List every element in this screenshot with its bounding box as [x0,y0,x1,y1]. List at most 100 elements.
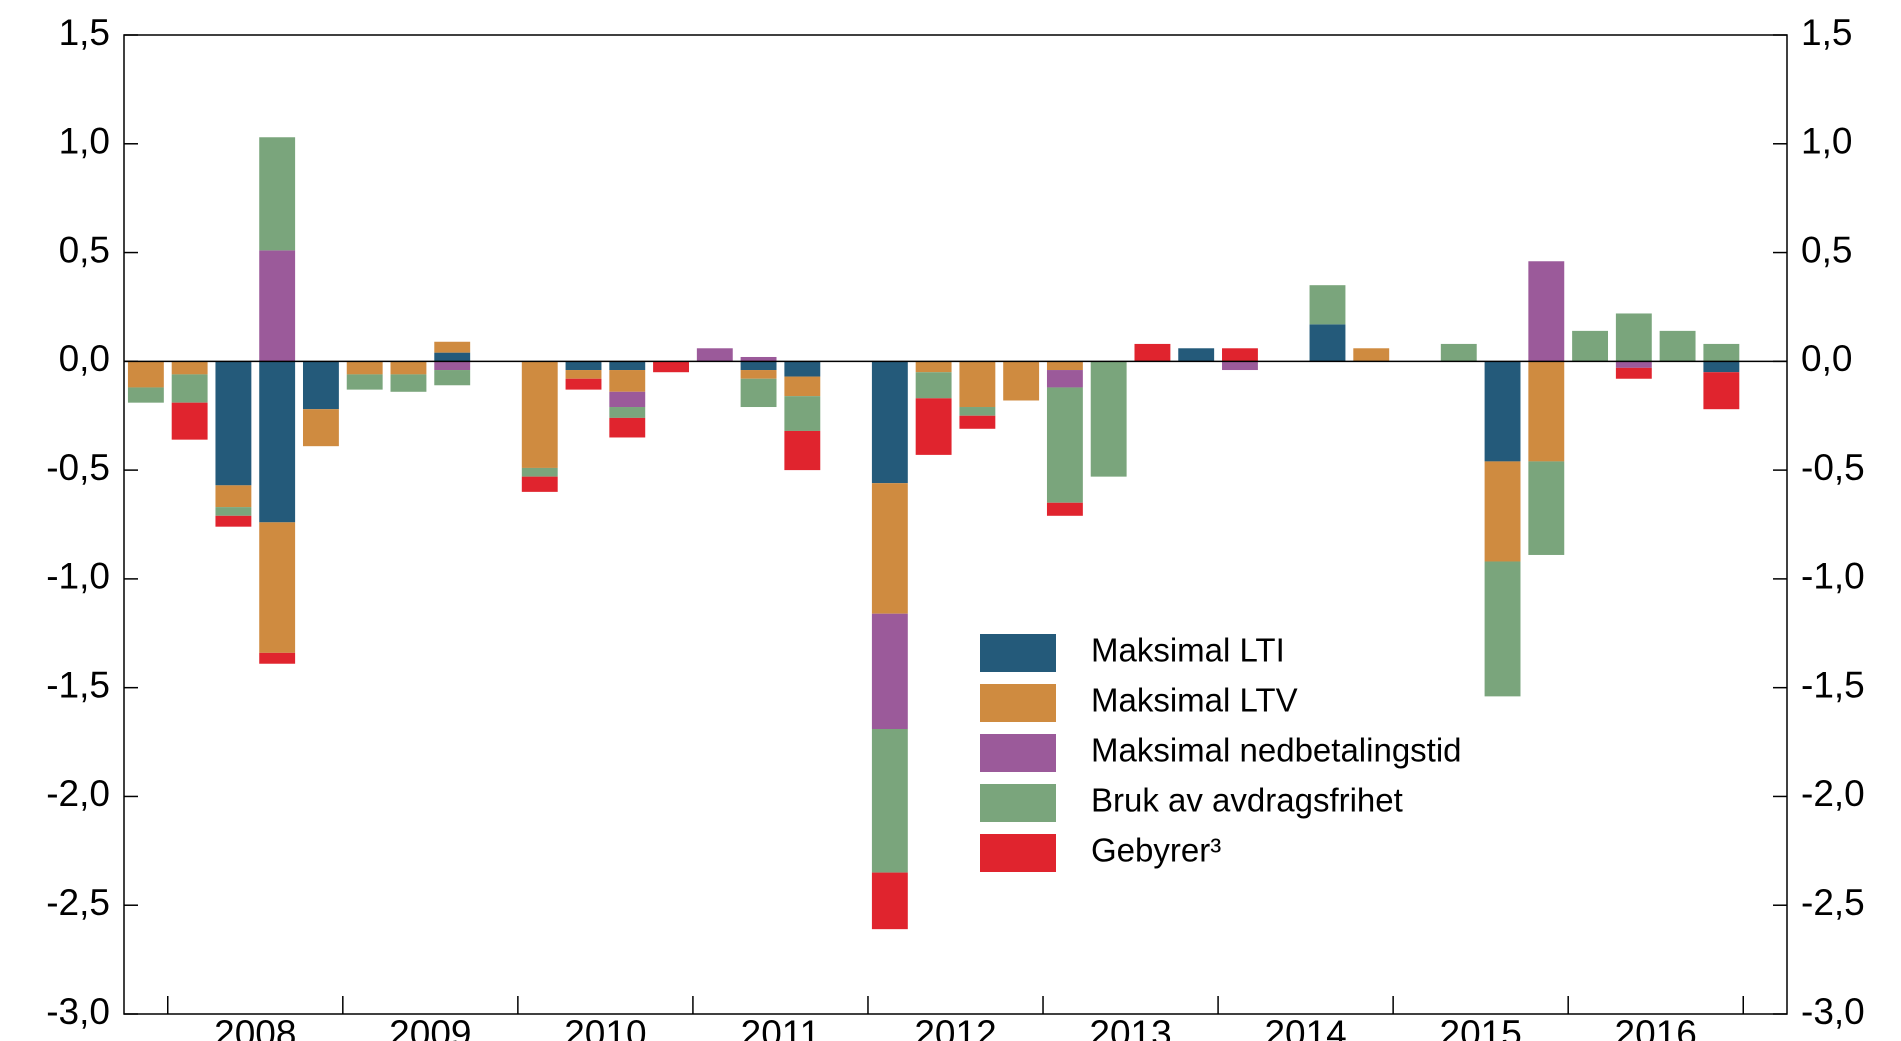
bar-segment [1046,387,1083,503]
x-tick-label: 2008 [214,1013,296,1041]
bar-segment [871,613,908,730]
bar-segment [171,374,208,403]
y-tick-label: 1,0 [59,121,110,162]
bar-segment [784,361,821,377]
bar-segment [1484,561,1521,697]
bar-segment [521,476,558,492]
bar-segment [434,370,471,386]
bar-segment [871,361,908,484]
y-tick-label: -2,0 [46,773,110,814]
bar-segment [915,361,952,373]
y-tick-label: -1,0 [46,556,110,597]
bar-segment [127,387,164,403]
x-tick-label: 2013 [1089,1013,1171,1041]
bar-segment [1659,330,1696,362]
y2-tick-label: 0,0 [1801,338,1852,379]
y-tick-label: -3,0 [46,991,110,1032]
legend-swatch [980,684,1056,722]
bar-segment [565,378,602,390]
bar-segment [302,409,339,447]
bar-segment [259,522,296,653]
bar-segment [1440,343,1477,362]
bar-segment [346,361,383,375]
bar-segment [434,361,471,371]
bar-segment [1353,348,1390,362]
bar-segment [784,396,821,431]
bar-segment [1615,313,1652,362]
y2-tick-label: 0,5 [1801,229,1852,270]
bar-segment [259,361,296,523]
bar-segment [871,872,908,930]
bar-segment [959,407,996,416]
y-tick-label: -2,5 [46,882,110,923]
bar-segment [609,407,646,418]
bar-segment [740,356,777,362]
bar-segment [1528,261,1565,362]
bar-segment [346,374,383,390]
legend-label: Bruk av avdragsfrihet [1091,782,1403,819]
bar-segment [521,361,558,468]
bar-segment [434,352,471,362]
bar-segment [959,361,996,408]
bar-segment [915,372,952,399]
legend-label: Maksimal nedbetalingstid [1091,732,1462,769]
bar-segment [609,417,646,438]
bar-segment [1046,370,1083,388]
bar-segment [871,483,908,614]
bar-segment [1222,361,1258,371]
bar-segment [653,361,689,373]
bar-segment [609,361,646,371]
y-tick-label: 0,0 [59,338,110,379]
y2-tick-label: -0,5 [1801,447,1865,488]
bar-segment [871,729,908,873]
bar-segment [1703,343,1740,362]
bar-segment [1528,461,1565,555]
bar-segment [784,376,821,397]
legend: Maksimal LTI Maksimal LTV Maksimal nedbeta… [980,632,1462,872]
y2-tick-label: -2,0 [1801,773,1865,814]
y2-tick-label: -1,0 [1801,556,1865,597]
x-tick-label: 2011 [741,1013,821,1041]
bar-segment [1484,361,1521,462]
bar-segment [259,250,296,362]
bar-segment [1090,361,1127,477]
legend-swatch [980,734,1056,772]
bar-segment [1615,367,1652,379]
bar-segment [1178,348,1215,362]
bar-segment [259,652,296,664]
y2-tick-label: -3,0 [1801,991,1865,1032]
legend-label: Maksimal LTV [1091,682,1298,719]
bar-segment [915,398,952,455]
legend-swatch [980,784,1056,822]
x-tick-label: 2012 [914,1013,996,1041]
bar-segment [1703,361,1740,373]
bar-segment [1572,330,1609,362]
bar-segment [740,361,777,371]
bar-segment [740,370,777,379]
y2-tick-label: 1,5 [1801,12,1852,53]
legend-swatch [980,634,1056,672]
bar-segment [127,361,164,388]
y-tick-label: -0,5 [46,447,110,488]
bar-segment [1046,361,1083,371]
bar-segment [259,137,296,251]
bar-segment [171,361,208,375]
bar-segment [1615,361,1652,368]
bar-segment [1222,348,1258,362]
bar-segment [215,515,252,527]
x-tick-label: 2016 [1615,1013,1697,1041]
y2-tick-label: -2,5 [1801,882,1865,923]
bar-segment [1003,361,1040,401]
legend-label: Maksimal LTI [1091,632,1285,669]
y-tick-label: 1,5 [59,12,110,53]
bar-segment [565,361,602,371]
bar-segment [784,430,821,471]
bar-segment [565,370,602,379]
bar-segment [302,361,339,410]
bar-segment [215,485,252,508]
y2-tick-label: 1,0 [1801,121,1852,162]
y-tick-label: 0,5 [59,229,110,270]
bar-segment [959,415,996,429]
bar-segment [1134,343,1171,362]
